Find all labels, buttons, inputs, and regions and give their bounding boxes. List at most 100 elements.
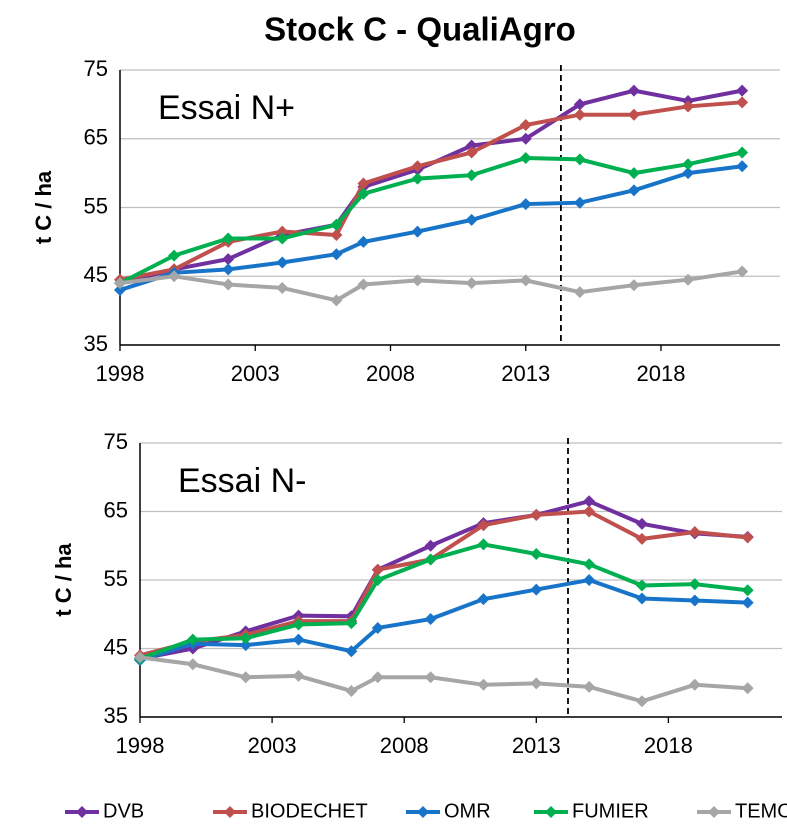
legend-marker <box>417 806 429 818</box>
data-point <box>736 84 749 97</box>
data-point <box>583 505 596 518</box>
data-point <box>477 519 490 532</box>
y-tick-label: 35 <box>84 331 108 356</box>
data-point <box>627 279 640 292</box>
data-point <box>635 532 648 545</box>
data-point <box>635 695 648 708</box>
data-point <box>741 584 754 597</box>
data-point <box>357 235 370 248</box>
x-tick-label: 2003 <box>248 733 297 758</box>
legend-label: OMR <box>444 800 491 822</box>
y-tick-label: 55 <box>84 193 108 218</box>
data-point <box>736 96 749 109</box>
data-point <box>530 583 543 596</box>
series-line <box>139 655 748 704</box>
x-tick-label: 2018 <box>637 361 686 386</box>
data-point <box>465 277 478 290</box>
y-tick-label: 45 <box>84 262 108 287</box>
data-point <box>519 152 532 164</box>
chart-title: Stock C - QualiAgro <box>264 11 576 48</box>
data-point <box>627 108 640 121</box>
data-point <box>682 273 695 286</box>
data-point <box>530 508 543 521</box>
data-point <box>371 671 384 684</box>
data-point <box>357 187 370 200</box>
data-point <box>222 253 235 266</box>
data-point <box>276 232 289 245</box>
y-tick-label: 65 <box>104 497 128 522</box>
data-point <box>477 538 490 551</box>
data-point <box>168 270 181 283</box>
data-point <box>573 98 586 111</box>
data-point <box>424 539 437 552</box>
data-point <box>465 139 478 152</box>
data-point <box>688 594 701 607</box>
data-point <box>682 158 695 171</box>
data-point <box>627 184 640 197</box>
annotation: Essai N- <box>178 462 306 500</box>
y-axis-label: t C / ha <box>51 543 76 617</box>
legend-marker <box>224 806 236 818</box>
legend-label: BIODECHET <box>251 800 368 822</box>
data-point <box>688 678 701 691</box>
x-tick-label: 2008 <box>366 361 415 386</box>
data-point <box>465 213 478 226</box>
x-tick-label: 1998 <box>96 361 145 386</box>
data-point <box>573 196 586 209</box>
data-point <box>519 119 532 131</box>
legend-marker <box>545 806 557 818</box>
data-point <box>222 263 235 276</box>
data-point <box>292 618 305 631</box>
data-point <box>736 160 749 173</box>
data-point <box>330 218 343 231</box>
data-point <box>411 225 424 238</box>
legend-marker <box>76 806 88 818</box>
data-point <box>465 169 478 182</box>
data-point <box>239 639 252 652</box>
data-point <box>276 256 289 269</box>
data-point <box>519 132 532 145</box>
data-point <box>371 563 384 576</box>
annotation: Essai N+ <box>158 89 295 127</box>
data-point <box>573 286 586 299</box>
data-point <box>583 680 596 693</box>
data-point <box>371 574 384 586</box>
data-point <box>114 277 126 290</box>
legend-label: TEMOIN <box>735 800 787 822</box>
data-point <box>635 517 648 530</box>
x-tick-label: 2008 <box>380 733 429 758</box>
data-point <box>424 613 437 626</box>
y-tick-label: 45 <box>104 634 128 659</box>
x-tick-label: 2013 <box>512 733 561 758</box>
data-point <box>736 265 749 278</box>
data-point <box>411 274 424 287</box>
legend-label: FUMIER <box>572 800 649 822</box>
data-point <box>583 558 596 571</box>
data-point <box>741 596 754 609</box>
legend-label: DVB <box>103 800 144 822</box>
data-point <box>239 671 252 684</box>
data-point <box>627 84 640 97</box>
y-tick-label: 65 <box>84 125 108 150</box>
data-point <box>736 146 749 159</box>
data-point <box>688 578 701 591</box>
x-tick-label: 1998 <box>116 733 165 758</box>
y-axis-label: t C / ha <box>31 170 56 244</box>
data-point <box>635 592 648 605</box>
data-point <box>573 153 586 166</box>
data-point <box>627 167 640 180</box>
data-point <box>583 574 596 586</box>
data-point <box>371 621 384 634</box>
series-line <box>139 542 748 661</box>
data-point <box>741 682 754 695</box>
data-point <box>330 229 343 241</box>
series-line <box>119 164 743 292</box>
data-point <box>276 225 289 238</box>
data-point <box>186 658 199 671</box>
data-point <box>682 100 695 113</box>
data-point <box>330 248 343 261</box>
data-point <box>519 198 532 211</box>
data-point <box>635 579 648 592</box>
data-point <box>424 553 437 566</box>
